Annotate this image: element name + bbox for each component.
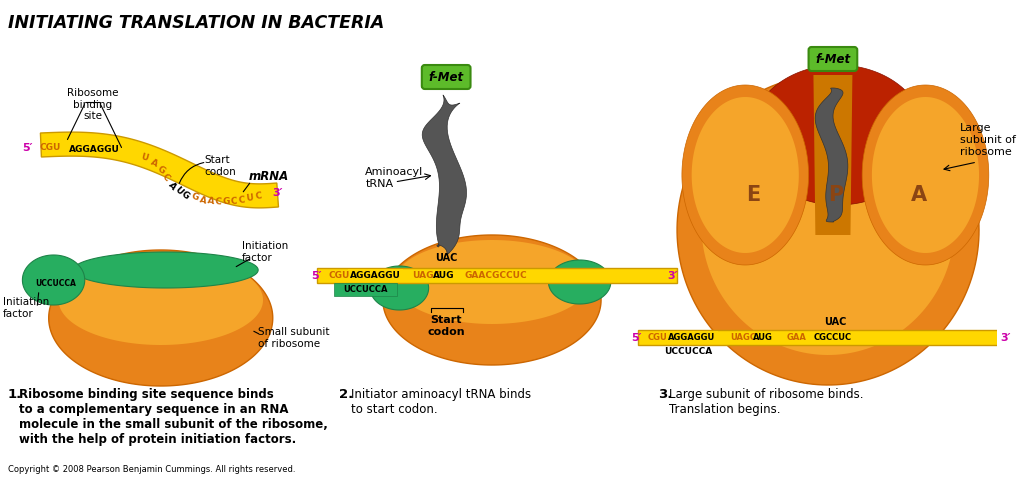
Text: Copyright © 2008 Pearson Benjamin Cummings. All rights reserved.: Copyright © 2008 Pearson Benjamin Cummin… xyxy=(8,465,296,474)
Text: Initiation
factor: Initiation factor xyxy=(3,297,49,319)
Polygon shape xyxy=(395,240,589,324)
Polygon shape xyxy=(49,250,273,386)
Text: Initiator aminoacyl tRNA binds
to start codon.: Initiator aminoacyl tRNA binds to start … xyxy=(351,388,531,416)
Text: G: G xyxy=(155,164,167,176)
FancyBboxPatch shape xyxy=(664,331,718,344)
Text: mRNA: mRNA xyxy=(249,171,288,184)
Polygon shape xyxy=(41,132,278,208)
Text: AUG: AUG xyxy=(433,272,454,281)
Text: 5′: 5′ xyxy=(23,143,33,153)
Text: AGGAGGU: AGGAGGU xyxy=(70,144,120,153)
Polygon shape xyxy=(682,85,808,265)
Text: A: A xyxy=(207,196,215,206)
Text: UCCUCCA: UCCUCCA xyxy=(343,285,388,294)
Polygon shape xyxy=(422,95,466,255)
Text: 5′: 5′ xyxy=(311,271,321,281)
FancyBboxPatch shape xyxy=(638,330,998,345)
Text: CGCCUC: CGCCUC xyxy=(813,334,851,343)
Text: G: G xyxy=(179,189,190,201)
Text: Start
codon: Start codon xyxy=(428,315,465,337)
Text: Small subunit
of ribosome: Small subunit of ribosome xyxy=(258,327,329,349)
Text: AGGAGGU: AGGAGGU xyxy=(350,272,400,281)
Polygon shape xyxy=(872,97,979,253)
FancyBboxPatch shape xyxy=(808,47,857,71)
Text: 2.: 2. xyxy=(339,388,353,401)
Polygon shape xyxy=(23,255,85,305)
Polygon shape xyxy=(370,266,429,310)
Text: f-Met: f-Met xyxy=(429,70,463,84)
Text: UCCUCCA: UCCUCCA xyxy=(664,348,712,357)
Text: 3′: 3′ xyxy=(272,188,283,198)
Text: E: E xyxy=(746,185,760,205)
Text: Large subunit of ribosome binds.
Translation begins.: Large subunit of ribosome binds. Transla… xyxy=(669,388,863,416)
Text: C: C xyxy=(215,197,222,207)
Text: Aminoacyl
tRNA: Aminoacyl tRNA xyxy=(365,167,424,189)
FancyBboxPatch shape xyxy=(66,142,123,155)
Text: U: U xyxy=(139,152,149,163)
Polygon shape xyxy=(750,65,926,205)
Text: CGU: CGU xyxy=(40,143,61,152)
Text: UAC: UAC xyxy=(435,253,457,263)
Text: A: A xyxy=(198,195,208,205)
Text: P: P xyxy=(829,185,843,205)
Text: Ribosome
binding
site: Ribosome binding site xyxy=(66,88,119,121)
Polygon shape xyxy=(73,252,258,288)
Text: G: G xyxy=(222,197,230,206)
Text: C: C xyxy=(160,173,171,184)
Polygon shape xyxy=(383,235,602,365)
Polygon shape xyxy=(677,75,979,385)
FancyBboxPatch shape xyxy=(335,283,398,296)
Text: A: A xyxy=(910,185,927,205)
Text: UCCUCCA: UCCUCCA xyxy=(35,279,76,287)
Polygon shape xyxy=(548,260,611,304)
Text: INITIATING TRANSLATION IN BACTERIA: INITIATING TRANSLATION IN BACTERIA xyxy=(8,14,385,32)
Text: AUG: AUG xyxy=(753,334,772,343)
Text: AGGAGGU: AGGAGGU xyxy=(668,334,715,343)
Text: UAGC: UAGC xyxy=(412,272,440,281)
Text: CGU: CGU xyxy=(648,334,668,343)
Text: A: A xyxy=(167,180,178,192)
Polygon shape xyxy=(58,255,263,345)
Text: Ribosome binding site sequence binds
to a complementary sequence in an RNA
molec: Ribosome binding site sequence binds to … xyxy=(19,388,328,446)
Text: GAACGCCUC: GAACGCCUC xyxy=(464,272,527,281)
Polygon shape xyxy=(862,85,989,265)
Text: UAGC: UAGC xyxy=(730,334,757,343)
Text: Start
codon: Start codon xyxy=(205,155,236,176)
Text: 3′: 3′ xyxy=(667,271,678,281)
Text: 5′: 5′ xyxy=(631,333,641,343)
Text: f-Met: f-Met xyxy=(815,53,850,65)
Text: Large
subunit of
ribosome: Large subunit of ribosome xyxy=(960,123,1016,157)
Text: UAC: UAC xyxy=(824,317,846,327)
Polygon shape xyxy=(692,97,799,253)
Polygon shape xyxy=(813,75,852,235)
Text: G: G xyxy=(190,192,199,203)
Text: A: A xyxy=(148,157,159,169)
Text: C: C xyxy=(238,195,246,205)
Text: 3.: 3. xyxy=(658,388,672,401)
Text: 3′: 3′ xyxy=(1000,333,1011,343)
FancyBboxPatch shape xyxy=(316,268,677,283)
FancyBboxPatch shape xyxy=(421,65,471,89)
Text: 1.: 1. xyxy=(8,388,23,401)
Text: U: U xyxy=(173,185,184,197)
Polygon shape xyxy=(815,88,848,222)
Text: GAA: GAA xyxy=(786,334,806,343)
Text: CGU: CGU xyxy=(328,272,350,281)
Text: C: C xyxy=(255,191,262,201)
Polygon shape xyxy=(702,95,954,355)
Text: Initiation
factor: Initiation factor xyxy=(241,241,287,263)
FancyBboxPatch shape xyxy=(348,269,403,282)
Text: U: U xyxy=(246,193,254,203)
Text: C: C xyxy=(230,196,237,206)
